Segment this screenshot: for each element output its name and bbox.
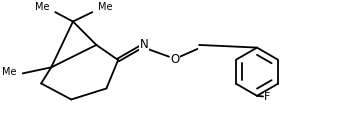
Text: N: N [140, 38, 148, 51]
Text: Me: Me [98, 2, 113, 12]
Text: O: O [171, 53, 180, 66]
Text: Me: Me [35, 2, 49, 12]
Text: Me: Me [2, 67, 16, 77]
Text: F: F [264, 92, 271, 102]
